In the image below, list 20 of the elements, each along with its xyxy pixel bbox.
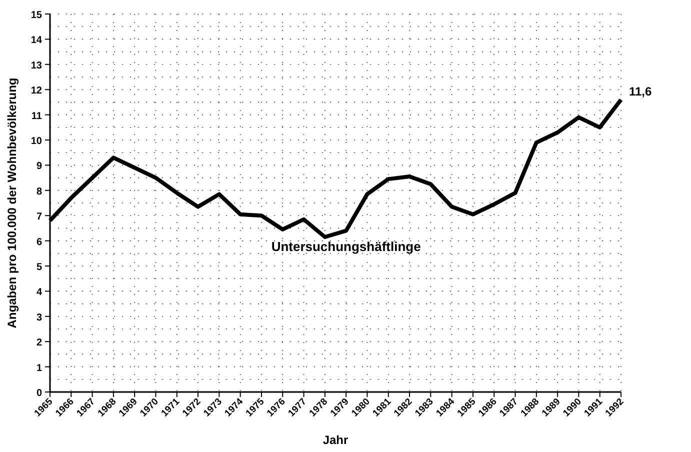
y-tick-label: 0 bbox=[36, 388, 42, 399]
y-tick-label: 2 bbox=[36, 338, 42, 349]
y-tick-label: 10 bbox=[30, 136, 42, 147]
y-tick-label: 14 bbox=[30, 35, 42, 46]
y-tick-label: 15 bbox=[30, 10, 42, 21]
y-axis-title: Angaben pro 100.000 der Wohnbevölkerung bbox=[5, 78, 19, 328]
y-tick-label: 8 bbox=[36, 186, 42, 198]
y-tick-label: 5 bbox=[36, 262, 42, 273]
x-axis-title: Jahr bbox=[322, 433, 348, 447]
y-tick-label: 7 bbox=[36, 212, 42, 223]
y-tick-label: 6 bbox=[36, 236, 42, 248]
y-tick-label: 13 bbox=[30, 60, 42, 72]
y-tick-label: 1 bbox=[36, 362, 42, 374]
y-tick-label: 9 bbox=[36, 161, 42, 172]
y-tick-label: 11 bbox=[31, 110, 42, 122]
y-tick-label: 3 bbox=[36, 312, 42, 324]
y-tick-label: 4 bbox=[36, 287, 42, 298]
y-tick-label: 12 bbox=[30, 86, 42, 97]
data-label: 11,6 bbox=[629, 84, 652, 99]
series-label: Untersuchungshäftlinge bbox=[271, 238, 421, 254]
